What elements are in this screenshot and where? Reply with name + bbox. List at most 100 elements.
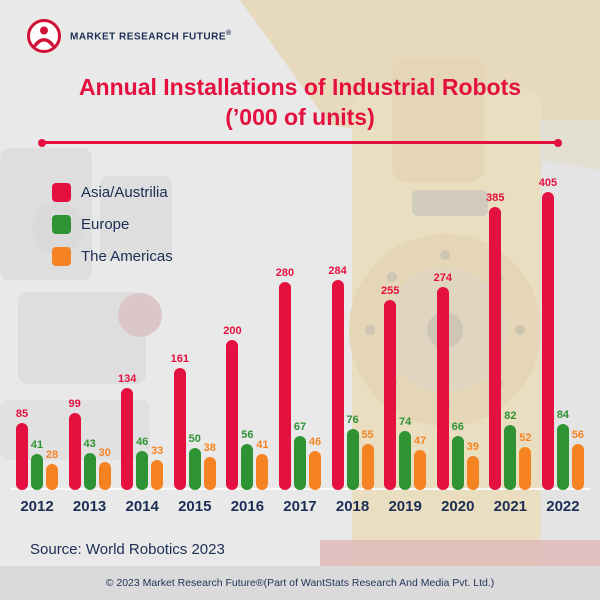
bar-value-label: 46 [308, 436, 322, 448]
bar-value-label: 76 [346, 414, 359, 426]
x-axis-label: 2021 [493, 498, 528, 515]
bar-slot: 39 [467, 441, 479, 490]
x-axis-label: 2022 [546, 498, 580, 515]
bar-value-label: 134 [118, 373, 137, 385]
bar-slot: 52 [519, 432, 531, 490]
bar-value-label: 284 [328, 265, 347, 277]
bar [346, 429, 359, 490]
bar [256, 454, 269, 490]
bar [331, 280, 344, 490]
bar-slot: 284 [328, 265, 347, 490]
year-group-2015: 161 50 38 2015 [171, 353, 216, 515]
bar [121, 388, 134, 490]
bar-slot: 38 [204, 442, 216, 490]
bar [556, 424, 569, 490]
bar [173, 368, 186, 490]
legend-swatch [52, 183, 71, 202]
title-divider-line [38, 138, 562, 147]
legend-item: The Americas [52, 247, 173, 266]
bar-slot: 56 [572, 429, 584, 490]
bar-value-label: 52 [519, 432, 532, 444]
mrf-logo-icon [27, 19, 61, 53]
bar-value-label: 200 [223, 325, 242, 337]
bar [16, 423, 28, 490]
bar-value-label: 47 [414, 435, 427, 447]
bar-slot: 161 [171, 353, 189, 490]
bar [151, 460, 164, 490]
year-group-2022: 405 84 56 2022 [538, 177, 584, 515]
bar [188, 448, 201, 490]
bar-value-label: 56 [241, 429, 254, 441]
bar-value-label: 38 [203, 442, 216, 454]
bar [31, 454, 43, 490]
bar-value-label: 405 [538, 177, 558, 189]
legend-item: Europe [52, 215, 173, 234]
x-axis-label: 2013 [72, 498, 107, 515]
bar-value-label: 84 [556, 409, 570, 421]
bar [278, 282, 291, 490]
bar-slot: 274 [434, 272, 452, 490]
year-group-2012: 85 41 28 2012 [16, 408, 58, 515]
bar-value-label: 41 [30, 439, 44, 451]
bar [414, 450, 427, 490]
bar [541, 192, 554, 490]
bar [68, 413, 81, 490]
bar-slot: 46 [309, 436, 321, 490]
brand-logo: MARKET RESEARCH FUTURE® [26, 18, 232, 54]
bar-slot: 55 [361, 429, 374, 490]
legend-label: Asia/Austrilia [81, 184, 168, 201]
bar-slot: 74 [399, 416, 411, 490]
bar-value-label: 41 [256, 439, 269, 451]
chart-legend: Asia/Austrilia Europe The Americas [52, 183, 173, 266]
bar-slot: 47 [414, 435, 426, 490]
bar-value-label: 56 [571, 429, 585, 441]
chart-title-line2: (’000 of units) [225, 104, 375, 131]
x-axis-label: 2015 [178, 498, 212, 515]
year-group-2019: 255 74 47 2019 [380, 285, 426, 515]
year-group-2013: 99 43 30 2013 [68, 398, 110, 515]
bar-value-label: 99 [68, 398, 81, 410]
source-note: Source: World Robotics 2023 [30, 541, 225, 558]
legend-label: Europe [81, 216, 130, 233]
registered-mark: ® [226, 29, 232, 37]
bar-value-label: 39 [466, 441, 479, 453]
bar-slot: 28 [46, 449, 58, 490]
bar-slot: 67 [294, 421, 306, 490]
bar-value-label: 280 [275, 267, 295, 279]
bar-slot: 84 [557, 409, 569, 490]
x-axis-label: 2014 [125, 498, 159, 515]
bar-value-label: 255 [380, 285, 400, 297]
year-group-2017: 280 67 46 2017 [275, 267, 321, 515]
bar-value-label: 66 [451, 421, 464, 433]
bar-slot: 385 [486, 192, 505, 490]
bar-slot: 405 [538, 177, 558, 490]
year-group-2020: 274 66 39 2020 [434, 272, 479, 515]
bar-slot: 50 [189, 433, 201, 490]
bar [504, 425, 517, 490]
bar-slot: 43 [83, 438, 96, 490]
bar-slot: 99 [68, 398, 81, 490]
chart-title-line1: Annual Installations of Industrial Robot… [78, 74, 522, 100]
legend-swatch [52, 247, 71, 266]
bar-slot: 33 [151, 445, 163, 490]
bar [571, 444, 584, 490]
bar-slot: 200 [223, 325, 242, 490]
bar [83, 453, 96, 490]
bar-value-label: 85 [15, 408, 29, 420]
bar [466, 456, 479, 490]
bar-slot: 134 [118, 373, 137, 490]
year-group-2014: 134 46 33 2014 [118, 373, 163, 515]
x-axis-label: 2019 [388, 498, 422, 515]
x-axis-label: 2012 [20, 498, 54, 515]
bar-value-label: 67 [293, 421, 307, 433]
bar [241, 444, 254, 490]
brand-name: MARKET RESEARCH FUTURE® [70, 29, 232, 43]
legend-swatch [52, 215, 71, 234]
bar [436, 287, 449, 490]
bar-value-label: 46 [136, 436, 149, 448]
bar-value-label: 28 [45, 449, 59, 461]
year-group-2018: 284 76 55 2018 [328, 265, 374, 515]
bar-value-label: 82 [504, 410, 517, 422]
bar-slot: 280 [275, 267, 295, 490]
bar [293, 436, 306, 490]
